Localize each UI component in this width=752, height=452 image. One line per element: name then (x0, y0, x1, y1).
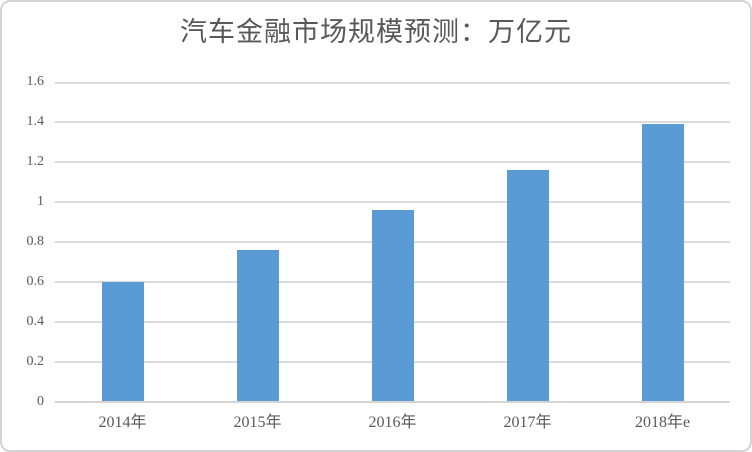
x-tick-label-2017年: 2017年 (503, 414, 552, 431)
y-tick-label-0.6: 0.6 (26, 274, 45, 289)
x-tick-label-2016年: 2016年 (368, 414, 417, 431)
bar-2018年e (641, 124, 684, 402)
bar-2015年 (236, 250, 279, 402)
y-tick-label-1: 1 (37, 194, 44, 209)
plot-area (55, 82, 730, 402)
gridline-1 (55, 201, 730, 203)
x-tick-label-2014年: 2014年 (98, 414, 147, 431)
gridline-1.4 (55, 121, 730, 123)
y-tick-label-1.2: 1.2 (26, 154, 45, 169)
gridline-1.2 (55, 161, 730, 163)
y-tick-label-1.6: 1.6 (26, 74, 45, 89)
bar-2016年 (371, 210, 414, 402)
x-axis-line (55, 401, 730, 403)
y-tick-label-0.8: 0.8 (26, 234, 45, 249)
y-tick-label-0.4: 0.4 (26, 314, 45, 329)
y-tick-label-0: 0 (37, 394, 44, 409)
x-tick-label-2018年e: 2018年e (634, 414, 691, 431)
x-tick-label-2015年: 2015年 (233, 414, 282, 431)
y-tick-label-0.2: 0.2 (26, 354, 45, 369)
bar-2017年 (506, 170, 549, 402)
gridline-1.6 (55, 82, 730, 84)
bar-2014年 (101, 282, 144, 402)
y-tick-label-1.4: 1.4 (26, 114, 45, 129)
chart-title: 汽车金融市场规模预测：万亿元 (180, 17, 572, 47)
